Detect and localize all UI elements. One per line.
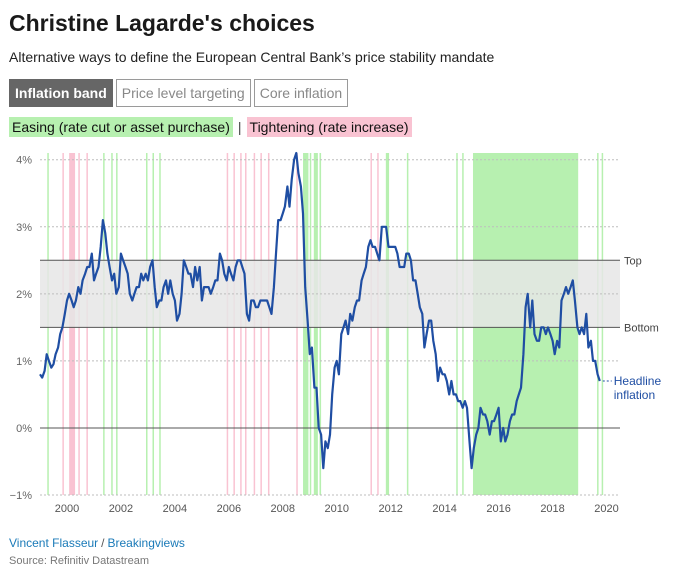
y-tick-label: 0% (16, 423, 32, 435)
x-tick-label: 2008 (271, 503, 295, 515)
chart-title: Christine Lagarde's choices (9, 10, 315, 36)
legend: Easing (rate cut or asset purchase) | Ti… (9, 117, 412, 137)
series-label: Headline (614, 374, 662, 388)
y-tick-label: 3% (16, 222, 32, 234)
y-tick-label: 4% (16, 155, 32, 167)
credit-separator: / (101, 536, 105, 550)
x-tick-label: 2000 (55, 503, 79, 515)
legend-separator: | (237, 119, 242, 135)
outlet-link[interactable]: Breakingviews (107, 536, 185, 550)
band-top-label: Top (624, 255, 642, 267)
legend-easing: Easing (rate cut or asset purchase) (9, 117, 233, 137)
tab-core-inflation[interactable]: Core inflation (253, 79, 349, 107)
tab-inflation-band[interactable]: Inflation band (9, 79, 113, 107)
legend-tightening: Tightening (rate increase) (246, 117, 412, 137)
inflation-chart: 4% 3% 2% 1% 0% −1% Top Bottom 2000 2002 2004 2006 20… (10, 151, 662, 515)
x-tick-label: 2006 (217, 503, 241, 515)
y-tick-label: 1% (16, 356, 32, 368)
tab-price-level-targeting[interactable]: Price level targeting (115, 79, 251, 107)
series-label: inflation (614, 388, 655, 402)
x-tick-label: 2016 (486, 503, 510, 515)
y-tick-label: 2% (16, 289, 32, 301)
x-tick-label: 2004 (163, 503, 187, 515)
chart-subtitle: Alternative ways to define the European … (9, 49, 495, 65)
x-tick-label: 2002 (109, 503, 133, 515)
x-tick-label: 2020 (594, 503, 618, 515)
source-note: Source: Refinitiv Datastream (9, 555, 149, 567)
view-tabs: Inflation band Price level targeting Cor… (9, 79, 349, 107)
x-tick-label: 2014 (432, 503, 456, 515)
x-tick-label: 2010 (325, 503, 349, 515)
x-tick-label: 2018 (540, 503, 564, 515)
author-link[interactable]: Vincent Flasseur (9, 536, 99, 550)
headline-inflation-line (39, 151, 601, 470)
credit-line: Vincent Flasseur / Breakingviews (9, 536, 185, 550)
x-tick-label: 2012 (378, 503, 402, 515)
band-bottom-label: Bottom (624, 322, 659, 334)
y-tick-label: −1% (10, 490, 33, 502)
